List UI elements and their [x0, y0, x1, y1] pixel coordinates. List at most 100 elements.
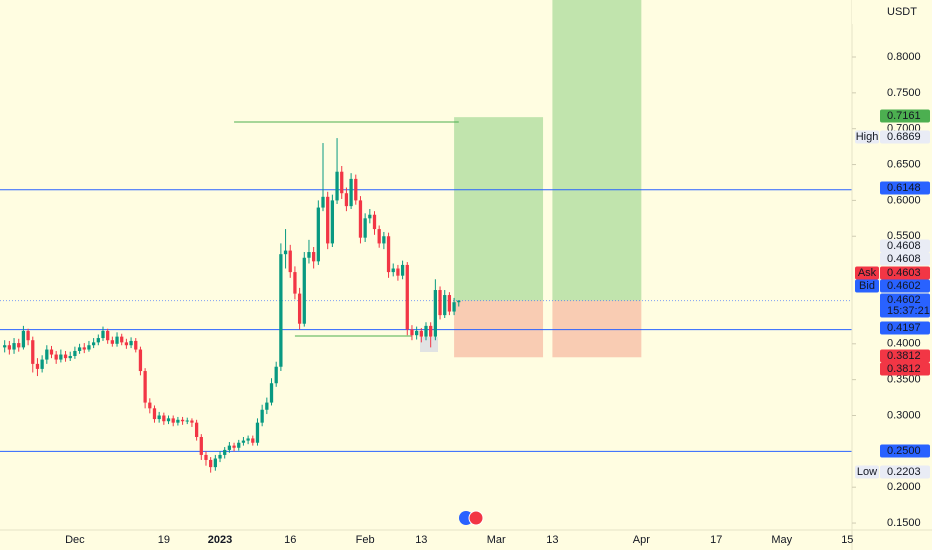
- highlight-box: [420, 337, 438, 352]
- candle-body: [17, 343, 21, 348]
- candle-body: [457, 300, 461, 303]
- price-badge-label: 0.2500: [887, 445, 921, 457]
- x-tick-label: 17: [710, 534, 722, 546]
- y-tick-label: 0.5500: [887, 230, 921, 242]
- candle-body: [354, 178, 358, 201]
- y-tick-label: 0.7500: [887, 87, 921, 99]
- caption-label: Ask: [858, 267, 877, 279]
- price-badge-time: 15:37:21: [887, 305, 930, 317]
- candle-body: [134, 340, 138, 350]
- candle-body: [96, 338, 100, 343]
- price-badge: [880, 109, 930, 123]
- price-badge: [880, 465, 930, 479]
- candle-body: [363, 218, 367, 238]
- candle-body: [400, 264, 405, 276]
- y-tick-label: 0.3500: [887, 374, 921, 386]
- candle-body: [12, 343, 16, 350]
- candle-body: [307, 252, 311, 258]
- price-badge-label: 0.4197: [887, 322, 921, 334]
- candle-body: [194, 422, 199, 438]
- candle-body: [377, 229, 381, 244]
- candle-body: [269, 383, 274, 403]
- price-badge-label: 0.7161: [887, 110, 921, 122]
- price-badge-label: 0.4608: [887, 253, 921, 265]
- price-badge-label: 0.4602: [887, 280, 921, 292]
- candle-body: [265, 402, 269, 410]
- price-badge-label: 0.3812: [887, 363, 921, 375]
- candle-body: [209, 459, 213, 468]
- candle-body: [82, 347, 86, 350]
- candle-body: [330, 200, 335, 244]
- candle-body: [199, 437, 203, 455]
- caption-badge: [855, 266, 879, 280]
- x-tick-label: 13: [546, 534, 558, 546]
- candle-body: [129, 340, 133, 346]
- y-tick-label: 0.3000: [887, 409, 921, 421]
- candle-body: [382, 236, 386, 244]
- price-badge-label: 0.4603: [887, 267, 921, 279]
- candle-body: [344, 193, 349, 207]
- candles: [3, 138, 461, 473]
- y-tick-label: 0.2000: [887, 481, 921, 493]
- candle-body: [288, 250, 292, 273]
- candle-body: [452, 302, 456, 312]
- candle-body: [223, 449, 227, 455]
- candle-body: [35, 363, 40, 369]
- candle-body: [59, 354, 63, 360]
- price-badge: [880, 181, 930, 195]
- candle-body: [438, 290, 442, 316]
- x-tick-label: 19: [158, 534, 170, 546]
- y-tick-label: 0.6000: [887, 194, 921, 206]
- candle-body: [87, 345, 91, 350]
- price-badge-label: 0.6869: [887, 131, 921, 143]
- loss-zone: [552, 300, 642, 358]
- event-icon[interactable]: [459, 510, 484, 526]
- x-tick-label: 15: [841, 534, 853, 546]
- candle-body: [414, 330, 419, 336]
- price-badge-label: 0.4602: [887, 294, 921, 306]
- candle-body: [152, 408, 157, 420]
- candle-body: [73, 350, 77, 356]
- candle-body: [190, 420, 194, 423]
- x-tick-label: Dec: [65, 534, 85, 546]
- x-tick-label: 2023: [208, 534, 232, 546]
- x-tick-label: Mar: [487, 534, 506, 546]
- candle-body: [21, 330, 26, 348]
- candle-body: [143, 371, 147, 403]
- caption-badge: [855, 130, 879, 144]
- price-badge: [880, 279, 930, 293]
- y-tick-label: 0.4000: [887, 338, 921, 350]
- candle-body: [180, 419, 185, 422]
- candle-body: [312, 252, 316, 262]
- candle-body: [260, 409, 264, 423]
- candle-body: [204, 454, 208, 460]
- candle-body: [326, 196, 330, 244]
- candle-body: [54, 354, 58, 360]
- y-tick-label: 0.8000: [887, 51, 921, 63]
- price-badge-label: 0.3812: [887, 350, 921, 362]
- candle-body: [321, 196, 325, 208]
- candle-body: [68, 355, 72, 359]
- candle-body: [443, 295, 447, 316]
- candle-body: [40, 359, 44, 369]
- caption-label: High: [856, 131, 879, 143]
- candle-body: [391, 268, 395, 273]
- candle-body: [349, 178, 353, 207]
- price-badge: [880, 266, 930, 280]
- candle-body: [237, 442, 241, 448]
- caption-badge: [855, 465, 879, 479]
- candle-body: [424, 325, 428, 337]
- price-badge-label: 0.6148: [887, 182, 921, 194]
- profit-zone: [454, 117, 544, 301]
- candle-body: [45, 349, 49, 360]
- candle-body: [386, 236, 391, 273]
- loss-zone: [454, 300, 544, 358]
- candle-body: [396, 268, 400, 276]
- candle-body: [115, 336, 119, 344]
- x-tick-label: May: [771, 534, 792, 546]
- flag-icon[interactable]: [468, 510, 484, 526]
- price-axis: 0.85000.80000.75000.70000.65000.60000.55…: [65, 15, 930, 546]
- candle-body: [106, 330, 110, 341]
- candle-body: [26, 330, 30, 341]
